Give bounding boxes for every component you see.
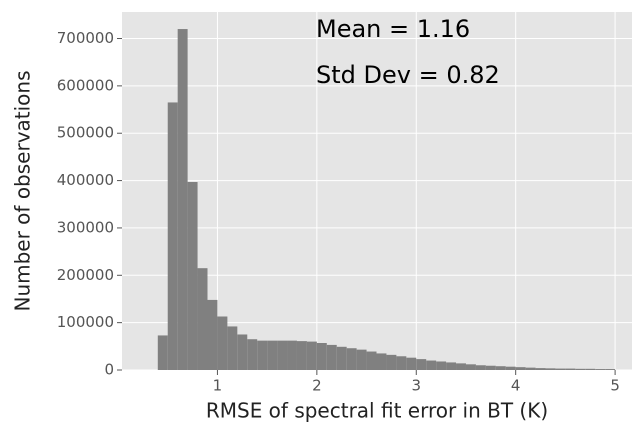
bar: [167, 102, 178, 371]
bar: [187, 182, 198, 370]
y-axis-label: Number of observations: [11, 70, 35, 311]
x-tick-label: 5: [610, 377, 620, 395]
bar: [595, 369, 606, 370]
bar: [257, 340, 268, 370]
bars: [157, 29, 616, 371]
y-tick-label: 300000: [57, 218, 114, 236]
bar: [197, 268, 208, 370]
bar: [326, 344, 337, 370]
x-axis-label: RMSE of spectral fit error in BT (K): [206, 399, 548, 423]
bar: [575, 368, 586, 370]
bar: [247, 339, 258, 370]
bar: [386, 354, 397, 370]
y-tick-label: 200000: [57, 266, 114, 284]
bar: [426, 360, 437, 370]
bar: [157, 335, 168, 370]
bar: [456, 363, 466, 370]
annotation: Mean = 1.16: [316, 15, 470, 43]
bar: [336, 346, 347, 370]
bar: [495, 366, 506, 370]
bar: [306, 341, 317, 370]
x-tick-label: 2: [312, 377, 322, 395]
y-tick-label: 500000: [57, 124, 114, 142]
bar: [227, 326, 238, 370]
bar: [605, 369, 616, 370]
y-tick-label: 700000: [57, 29, 114, 47]
ticks: 0 100000 200000 300000 400000 500000 600000 700…: [57, 29, 620, 394]
bar: [346, 348, 357, 370]
x-tick-label: 1: [213, 377, 223, 395]
x-tick-label: 4: [511, 377, 521, 395]
bar: [356, 349, 367, 370]
bar: [267, 340, 278, 370]
bar: [406, 357, 417, 370]
bar: [376, 353, 387, 370]
bar: [535, 368, 546, 370]
bar: [436, 361, 447, 370]
x-tick-label: 3: [411, 377, 421, 395]
bar: [177, 29, 188, 371]
bar: [217, 316, 228, 370]
y-tick-label: 600000: [57, 76, 114, 94]
bar: [545, 368, 556, 370]
bar: [396, 356, 407, 370]
bar: [296, 341, 307, 370]
bar: [366, 351, 377, 370]
bar: [485, 365, 496, 370]
bar: [585, 368, 596, 370]
bar: [237, 334, 248, 370]
y-tick-label: 100000: [57, 313, 114, 331]
bar: [416, 359, 427, 370]
bar: [525, 367, 536, 370]
bar: [207, 299, 218, 370]
bar: [515, 367, 526, 370]
y-tick-label: 0: [104, 361, 114, 379]
bar: [505, 366, 516, 370]
annotation: Std Dev = 0.82: [316, 61, 500, 89]
y-tick-label: 400000: [57, 171, 114, 189]
bar: [316, 343, 327, 370]
bar: [565, 368, 576, 370]
bar: [287, 340, 297, 370]
bar: [555, 368, 566, 370]
bar: [475, 365, 486, 370]
bar: [277, 340, 288, 370]
bar: [465, 364, 476, 370]
bar: [446, 362, 457, 370]
